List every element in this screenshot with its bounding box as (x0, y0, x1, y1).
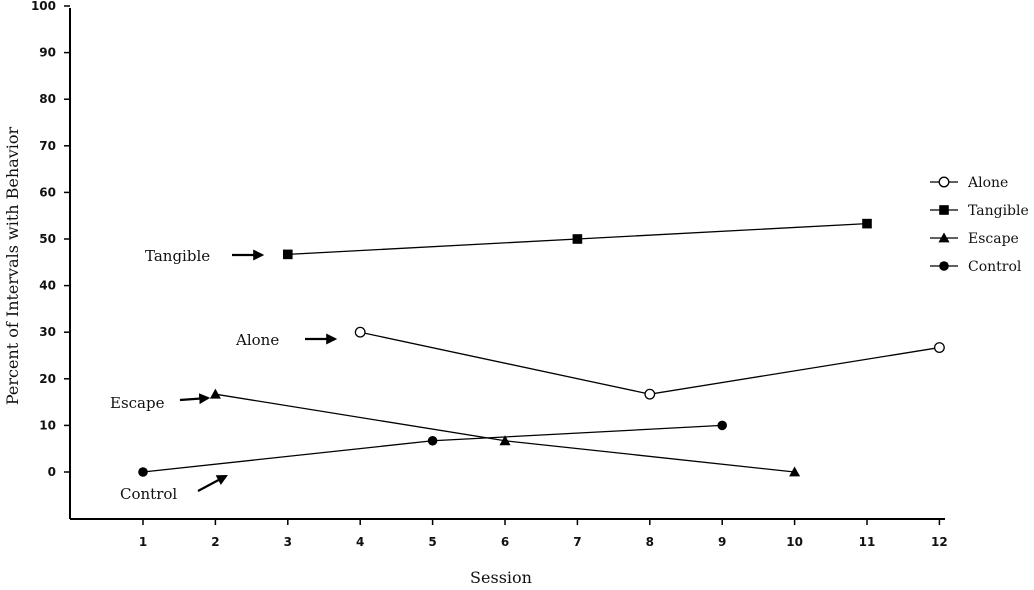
x-tick-label: 5 (428, 535, 436, 549)
data-point (644, 388, 656, 400)
x-tick-label: 11 (859, 535, 876, 549)
legend-item-escape: Escape (930, 231, 1019, 247)
y-tick-label: 100 (31, 0, 56, 13)
y-tick-label: 80 (39, 92, 56, 106)
series-control (138, 420, 727, 477)
annotation-control: Control (120, 474, 228, 503)
annotation-label: Control (120, 485, 177, 503)
series-tangible (283, 218, 872, 260)
annotation-arrow (179, 393, 211, 405)
data-point (862, 218, 872, 229)
x-tick-label: 6 (501, 535, 509, 549)
data-point (499, 435, 511, 446)
y-tick-label: 20 (39, 372, 56, 386)
y-tick-label: 50 (39, 232, 56, 246)
data-point (717, 420, 727, 431)
data-point (938, 232, 950, 243)
series-layer (138, 218, 945, 477)
annotation-label: Tangible (145, 247, 210, 265)
x-tick-label: 10 (786, 535, 803, 549)
data-point (939, 261, 949, 271)
x-tick-label: 7 (573, 535, 581, 549)
legend-item-alone: Alone (930, 175, 1008, 191)
annotation-label: Escape (110, 394, 165, 412)
annotation-arrow (197, 474, 228, 492)
y-tick-label: 0 (48, 465, 56, 479)
x-tick-label: 9 (718, 535, 726, 549)
legend-label: Tangible (968, 203, 1029, 219)
x-tick-label: 2 (211, 535, 219, 549)
series-line (142, 424, 723, 473)
data-point (939, 205, 949, 215)
data-point (938, 176, 950, 188)
annotations: Tangible Alone Escape Control (110, 247, 338, 503)
y-tick-label: 10 (39, 418, 56, 432)
annotation-label: Alone (235, 331, 279, 349)
series-alone (354, 326, 945, 400)
data-point (427, 435, 438, 446)
data-point (283, 249, 293, 260)
annotation-tangible: Tangible (145, 247, 265, 265)
legend-label: Control (968, 259, 1022, 275)
series-line (215, 393, 795, 473)
y-tick-label: 30 (39, 325, 56, 339)
legend-label: Escape (968, 231, 1019, 247)
x-tick-label: 12 (931, 535, 948, 549)
data-point (789, 466, 801, 477)
legend: Alone Tangible Escape Control (930, 175, 1029, 275)
data-point (209, 388, 221, 399)
legend-label: Alone (967, 175, 1008, 191)
y-tick-label: 60 (39, 185, 56, 199)
legend-item-tangible: Tangible (930, 203, 1029, 219)
y-tick-label: 70 (39, 139, 56, 153)
y-axis-title: Percent of Intervals with Behavior (3, 126, 22, 405)
x-tick-label: 4 (356, 535, 364, 549)
series-line (360, 331, 940, 395)
x-axis-title: Session (470, 568, 532, 587)
x-tick-label: 1 (139, 535, 147, 549)
annotation-escape: Escape (110, 393, 211, 412)
data-point (138, 467, 148, 477)
legend-item-control: Control (930, 259, 1022, 275)
x-tick-label: 3 (284, 535, 292, 549)
series-escape (209, 388, 801, 477)
data-point (354, 326, 366, 338)
x-tick-label: 8 (646, 535, 654, 549)
data-point (572, 234, 583, 244)
y-tick-label: 40 (39, 279, 56, 293)
data-point (933, 342, 945, 354)
annotation-alone: Alone (235, 331, 338, 349)
y-tick-label: 90 (39, 46, 56, 60)
